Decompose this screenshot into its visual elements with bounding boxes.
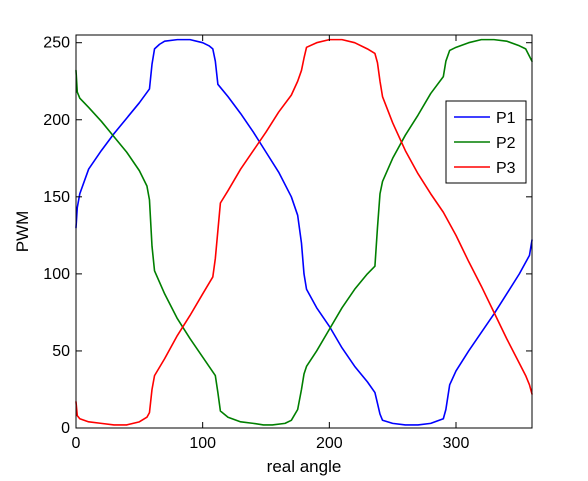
legend-label-p1: P1 [496,110,516,127]
x-tick-label: 200 [316,435,343,452]
series-line-p2 [75,38,533,426]
y-tick-label: 0 [61,420,70,437]
x-tick-label: 0 [72,435,81,452]
y-tick-label: 150 [43,189,70,206]
plot-frame [75,34,533,429]
legend: P1 P2 P3 [445,100,527,184]
ticks-layer: 0 100 200 300 0 50 100 150 200 250 [43,35,532,452]
plot-area [76,35,532,428]
legend-label-p3: P3 [496,160,516,177]
x-axis-label: real angle [267,457,342,476]
series-layer [75,38,533,426]
x-tick-label: 300 [443,435,470,452]
series-line-p1 [75,38,533,426]
y-tick-label: 200 [43,112,70,129]
x-tick-label: 100 [189,435,216,452]
y-tick-label: 250 [43,35,70,52]
y-tick-label: 100 [43,266,70,283]
series-line-p3 [75,38,533,426]
legend-label-p2: P2 [496,135,516,152]
y-tick-label: 50 [52,343,70,360]
y-axis-label: PWM [13,211,32,253]
